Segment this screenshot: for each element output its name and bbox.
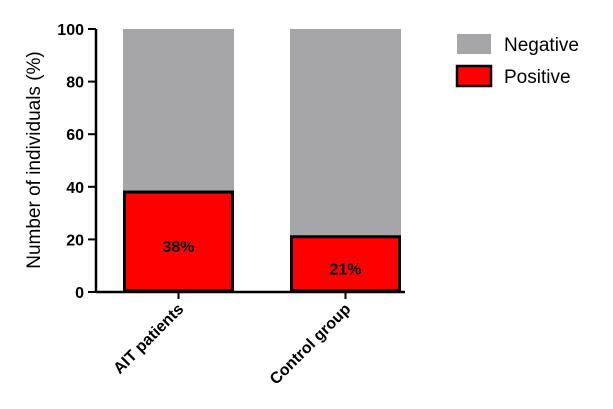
legend-swatch-0 bbox=[457, 34, 491, 54]
y-tick-label-4: 80 bbox=[66, 75, 84, 92]
x-tick-label-0: AIT patients bbox=[111, 301, 188, 378]
y-axis-label: Number of individuals (%) bbox=[24, 51, 45, 269]
bar-positive-1 bbox=[290, 235, 401, 293]
bars-group: 38% 21% bbox=[123, 29, 401, 293]
data-label-0: 38% bbox=[162, 239, 194, 256]
legend-label-0: Negative bbox=[504, 35, 579, 56]
legend-swatch-1 bbox=[455, 64, 493, 88]
bar-negative-1 bbox=[290, 29, 401, 237]
bar-negative-0 bbox=[123, 29, 234, 193]
legend-label-1: Positive bbox=[504, 67, 571, 88]
legend: Negative Positive bbox=[455, 34, 579, 88]
y-tick-label-5: 100 bbox=[57, 22, 84, 39]
data-label-1: 21% bbox=[329, 261, 361, 278]
y-tick-label-0: 0 bbox=[75, 285, 84, 302]
x-tick-label-1: Control group bbox=[267, 301, 355, 389]
bar-positive-0 bbox=[123, 190, 234, 292]
y-tick-label-3: 60 bbox=[66, 127, 84, 144]
y-tick-label-2: 40 bbox=[66, 180, 84, 197]
y-axis-label-group: Number of individuals (%) bbox=[24, 51, 45, 269]
y-tick-label-1: 20 bbox=[66, 232, 84, 249]
